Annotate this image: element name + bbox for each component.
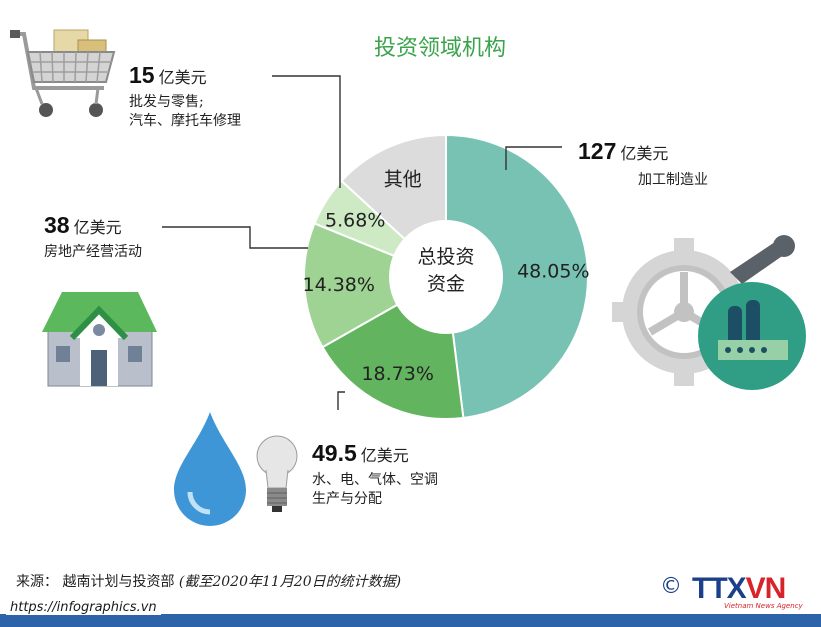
house-icon [42,292,157,387]
callout-retail: 15 亿美元 批发与零售; 汽车、摩托车修理 [129,62,241,131]
gear-factory-icon [612,235,806,390]
page-title: 投资领域机构 [373,36,506,61]
callout-real-estate: 38 亿美元 房地产经营活动 [44,212,142,262]
donut-hole [389,220,503,334]
callout-value: 49.5 [312,440,357,466]
leader-line-real-estate [162,226,308,249]
callout-manufacturing: 127 亿美元 加工制造业 [578,138,708,190]
leader-lines [162,75,562,410]
slice-label-4: 其他 [384,169,422,191]
logo-mark-a: TTX [692,572,747,605]
leader-line-manufacturing [505,146,562,170]
center-label-line-2: 资金 [427,273,465,295]
light-bulb-icon [256,435,298,512]
source-note: 来源： 越南计划与投资部 (截至2020年11月20日的统计数据) [16,571,401,591]
slice-label-0: 48.05% [517,260,589,282]
callout-utilities: 49.5 亿美元 水、电、气体、空调 生产与分配 [312,440,438,509]
callout-desc-line-1: 批发与零售; [129,94,204,110]
callout-unit: 亿美元 [360,446,409,465]
slice-label-2: 14.38% [302,274,374,296]
callout-unit: 亿美元 [620,144,669,163]
center-label-line-1: 总投资 [417,246,474,268]
source-text: 来源： 越南计划与投资部 [16,574,175,590]
callout-value: 38 [44,212,70,238]
shopping-cart-icon [10,29,116,117]
slice-label-3: 5.68% [325,209,385,231]
callout-desc: 房地产经营活动 [44,244,142,260]
callout-desc-line-2: 汽车、摩托车修理 [129,113,241,129]
website-link[interactable]: https://infographics.vn [6,600,161,615]
callout-value: 15 [129,62,155,88]
donut-slice-0 [445,133,590,420]
logo-tagline: Vietnam News Agency [724,602,803,610]
footer-bar [0,614,821,627]
logo-mark-b: VN [745,572,787,605]
ttxvn-logo: © TTXVN Vietnam News Agency [660,572,810,612]
callout-unit: 亿美元 [73,218,122,237]
copyright-icon: © [660,574,682,599]
source-date: (截至2020年11月20日的统计数据) [178,574,402,590]
slice-label-1: 18.73% [361,363,433,385]
water-drop-icon [174,412,246,526]
callout-value: 127 [578,138,617,164]
callout-desc-line-1: 水、电、气体、空调 [312,472,438,488]
callout-desc-line-2: 生产与分配 [312,491,382,507]
leader-line-utilities [337,391,345,410]
logo-mark: TTXVN [692,572,787,606]
donut-slice-2 [303,222,449,349]
callout-desc: 加工制造业 [638,172,708,188]
callout-unit: 亿美元 [158,68,207,87]
leader-line-retail [272,75,341,188]
